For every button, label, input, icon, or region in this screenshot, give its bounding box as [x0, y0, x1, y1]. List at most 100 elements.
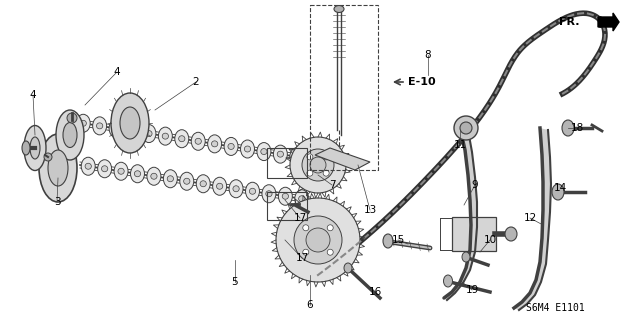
Ellipse shape [56, 110, 84, 160]
Ellipse shape [147, 167, 161, 185]
Ellipse shape [294, 154, 300, 160]
Circle shape [276, 198, 360, 282]
Ellipse shape [266, 191, 272, 197]
Ellipse shape [290, 148, 304, 166]
Ellipse shape [207, 135, 221, 153]
Ellipse shape [114, 162, 128, 180]
Polygon shape [514, 128, 551, 310]
Ellipse shape [282, 193, 289, 199]
Ellipse shape [229, 180, 243, 198]
Text: 2: 2 [193, 77, 199, 87]
Ellipse shape [344, 263, 352, 273]
Circle shape [327, 225, 333, 231]
Ellipse shape [180, 172, 194, 190]
Polygon shape [598, 13, 619, 31]
Ellipse shape [195, 138, 202, 144]
Ellipse shape [162, 133, 168, 139]
Text: 3: 3 [54, 197, 60, 207]
FancyBboxPatch shape [452, 217, 496, 251]
Ellipse shape [80, 120, 86, 126]
Ellipse shape [505, 227, 517, 241]
Text: 15: 15 [392, 235, 404, 245]
Bar [267, 192, 307, 220]
Ellipse shape [48, 150, 68, 186]
Circle shape [327, 249, 333, 255]
Circle shape [307, 170, 313, 176]
Circle shape [302, 149, 334, 181]
Circle shape [310, 157, 326, 173]
Ellipse shape [175, 130, 189, 148]
Ellipse shape [383, 234, 393, 248]
Ellipse shape [244, 146, 251, 152]
Ellipse shape [211, 141, 218, 147]
Ellipse shape [24, 125, 46, 170]
Ellipse shape [184, 178, 190, 184]
Text: 10: 10 [483, 235, 497, 245]
Ellipse shape [131, 165, 145, 183]
Circle shape [44, 153, 52, 161]
Text: 9: 9 [472, 180, 478, 190]
Ellipse shape [158, 127, 172, 145]
Polygon shape [444, 128, 477, 300]
Ellipse shape [120, 107, 140, 139]
Ellipse shape [200, 181, 206, 187]
Ellipse shape [63, 122, 77, 147]
Text: 14: 14 [554, 183, 566, 193]
Ellipse shape [257, 143, 271, 160]
Text: 5: 5 [232, 277, 238, 287]
Ellipse shape [151, 173, 157, 179]
Ellipse shape [146, 130, 152, 137]
Circle shape [294, 216, 342, 264]
Text: S6M4 E1101: S6M4 E1101 [525, 303, 584, 313]
Circle shape [290, 137, 346, 193]
Text: 4: 4 [29, 90, 36, 100]
Text: 16: 16 [369, 287, 381, 297]
Ellipse shape [98, 160, 111, 178]
Text: 12: 12 [524, 213, 536, 223]
Text: 13: 13 [364, 205, 376, 215]
Text: 17: 17 [293, 213, 307, 223]
Ellipse shape [562, 120, 574, 136]
Ellipse shape [224, 137, 238, 155]
Ellipse shape [81, 157, 95, 175]
Text: FR.: FR. [559, 17, 580, 27]
Ellipse shape [246, 182, 259, 200]
Circle shape [307, 154, 313, 160]
Bar [267, 148, 307, 178]
Ellipse shape [233, 186, 239, 192]
Ellipse shape [85, 163, 92, 169]
Ellipse shape [250, 188, 255, 194]
Ellipse shape [278, 187, 292, 205]
Text: 18: 18 [570, 123, 584, 133]
Ellipse shape [109, 119, 123, 137]
Ellipse shape [196, 175, 210, 193]
Ellipse shape [241, 140, 255, 158]
Ellipse shape [167, 176, 173, 182]
Text: 8: 8 [425, 50, 431, 60]
Ellipse shape [30, 137, 40, 159]
Ellipse shape [93, 117, 107, 135]
Ellipse shape [22, 141, 30, 155]
Ellipse shape [134, 171, 141, 177]
Ellipse shape [228, 144, 234, 149]
Ellipse shape [111, 93, 149, 153]
Ellipse shape [216, 183, 223, 189]
Ellipse shape [179, 136, 185, 142]
Circle shape [67, 113, 77, 123]
Ellipse shape [212, 177, 227, 195]
Ellipse shape [552, 184, 564, 200]
Text: 4: 4 [114, 67, 120, 77]
Ellipse shape [273, 145, 287, 163]
Ellipse shape [76, 114, 90, 132]
Circle shape [303, 249, 308, 255]
Circle shape [460, 122, 472, 134]
Bar [310, 5, 378, 170]
Text: 7: 7 [329, 180, 335, 190]
Ellipse shape [163, 170, 177, 188]
Ellipse shape [129, 128, 136, 134]
Ellipse shape [334, 5, 344, 12]
Circle shape [323, 170, 329, 176]
Ellipse shape [444, 275, 452, 287]
Circle shape [306, 228, 330, 252]
Text: 6: 6 [307, 300, 314, 310]
